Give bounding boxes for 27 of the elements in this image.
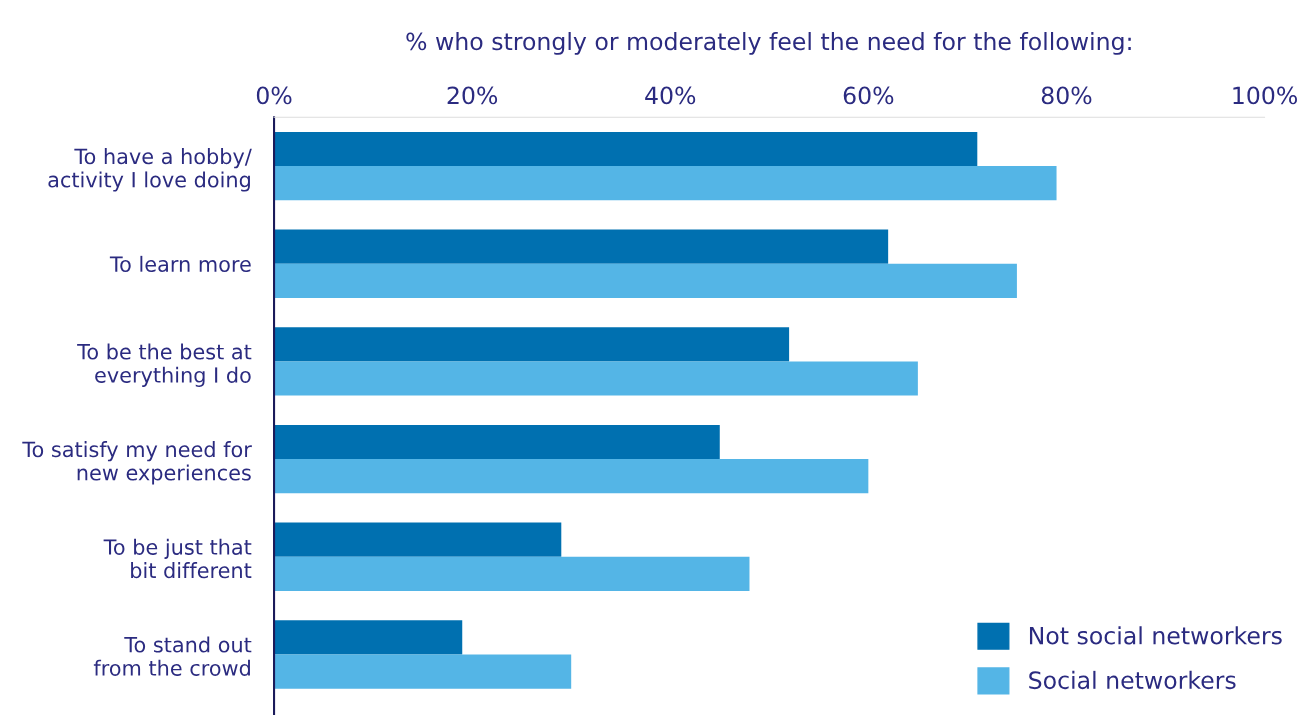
y-tick-label: To stand out from the crowd	[93, 636, 252, 676]
y-tick-label: To be the best at everything I do	[77, 343, 252, 387]
bar	[274, 361, 918, 396]
x-tick-label: 0%	[256, 86, 292, 105]
bar	[274, 229, 889, 264]
x-tick-label: 100%	[1233, 86, 1297, 105]
legend-label: Not social networkers	[1029, 626, 1282, 645]
bar	[274, 654, 572, 689]
x-tick-label: 20%	[447, 86, 498, 105]
x-tick-label: 60%	[843, 86, 894, 105]
legend-label: Social networkers	[1029, 670, 1236, 690]
bar	[274, 263, 1017, 298]
y-tick-label: To learn more	[109, 255, 251, 272]
bar	[274, 556, 750, 591]
y-tick-label: To be just that bit different	[103, 538, 252, 579]
bar	[274, 620, 463, 655]
x-axis-title: % who strongly or moderately feel the need for the following:	[406, 32, 1131, 55]
y-tick-label: To satisfy my need for new experiences	[22, 441, 252, 485]
bar	[274, 522, 562, 557]
bar	[274, 327, 790, 362]
y-tick-label: To have a hobby/ activity I love doing	[48, 148, 252, 192]
x-tick-label: 40%	[645, 86, 696, 105]
bar	[274, 131, 978, 167]
bar	[274, 459, 869, 494]
x-tick-label: 80%	[1041, 86, 1092, 105]
bar	[274, 166, 1057, 201]
bar	[274, 424, 720, 460]
